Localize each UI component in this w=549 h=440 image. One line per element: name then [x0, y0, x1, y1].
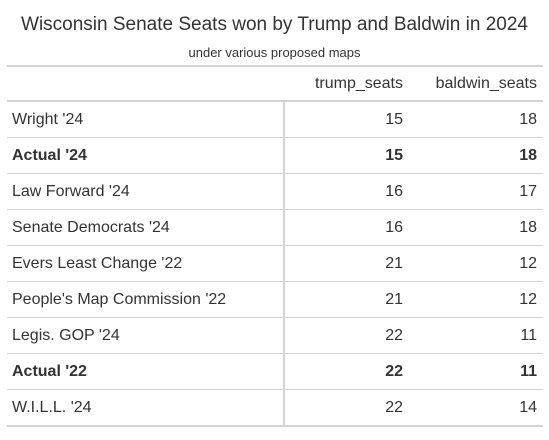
- baldwin-seats-cell: 18: [409, 209, 543, 246]
- table-row: Actual '22 22 11: [7, 353, 543, 390]
- table-row: Actual '24 15 18: [7, 137, 543, 174]
- table-subtitle: under various proposed maps: [188, 45, 361, 60]
- trump-seats-cell: 22: [284, 317, 409, 354]
- column-header-stub: [7, 65, 284, 102]
- baldwin-seats-cell: 14: [409, 389, 543, 427]
- baldwin-seats-cell: 18: [409, 101, 543, 138]
- table-body: Wright '24 15 18 Actual '24 15 18 Law Forward …: [7, 101, 543, 427]
- table-row: Senate Democrats '24 16 18: [7, 209, 543, 246]
- column-header-trump-seats: trump_seats: [284, 65, 409, 102]
- table-row: People's Map Commission '22 21 12: [7, 281, 543, 318]
- row-label: Actual '22: [7, 353, 285, 390]
- row-label: W.I.L.L. '24: [7, 389, 285, 427]
- row-label: Actual '24: [7, 137, 285, 174]
- trump-seats-cell: 16: [284, 209, 409, 246]
- table-row: Wright '24 15 18: [7, 101, 543, 138]
- baldwin-seats-cell: 11: [409, 353, 543, 390]
- row-label: Law Forward '24: [7, 173, 285, 210]
- trump-seats-cell: 21: [284, 245, 409, 282]
- trump-seats-cell: 22: [284, 353, 409, 390]
- baldwin-seats-cell: 12: [409, 281, 543, 318]
- column-header-baldwin-seats: baldwin_seats: [409, 65, 543, 102]
- trump-seats-cell: 22: [284, 389, 409, 427]
- baldwin-seats-cell: 12: [409, 245, 543, 282]
- trump-seats-cell: 21: [284, 281, 409, 318]
- row-label: Evers Least Change '22: [7, 245, 285, 282]
- table-row: Evers Least Change '22 21 12: [7, 245, 543, 282]
- row-label: Legis. GOP '24: [7, 317, 285, 354]
- row-label: Senate Democrats '24: [7, 209, 285, 246]
- row-label: People's Map Commission '22: [7, 281, 285, 318]
- table-row: Law Forward '24 16 17: [7, 173, 543, 210]
- table-title: Wisconsin Senate Seats won by Trump and …: [21, 14, 528, 35]
- seats-table: trump_seats baldwin_seats Wright '24 15 18…: [7, 65, 543, 427]
- trump-seats-cell: 15: [284, 101, 409, 138]
- row-label: Wright '24: [7, 101, 285, 138]
- baldwin-seats-cell: 11: [409, 317, 543, 354]
- baldwin-seats-cell: 18: [409, 137, 543, 174]
- trump-seats-cell: 16: [284, 173, 409, 210]
- trump-seats-cell: 15: [284, 137, 409, 174]
- table-row: W.I.L.L. '24 22 14: [7, 389, 543, 427]
- table-header-row: trump_seats baldwin_seats: [7, 65, 543, 102]
- table-row: Legis. GOP '24 22 11: [7, 317, 543, 354]
- baldwin-seats-cell: 17: [409, 173, 543, 210]
